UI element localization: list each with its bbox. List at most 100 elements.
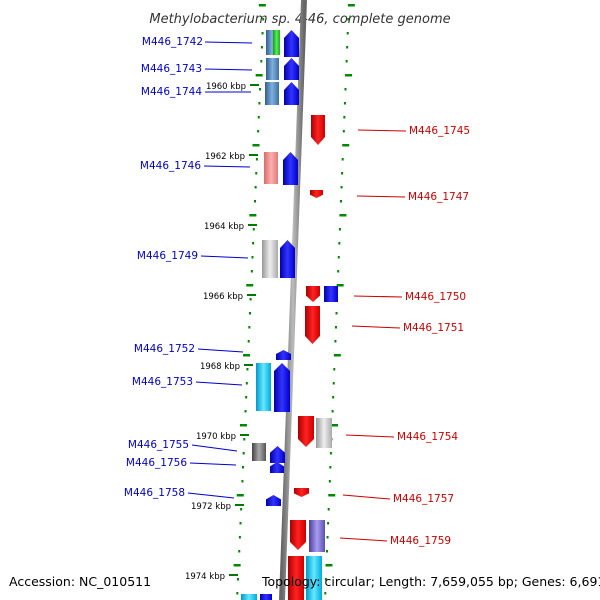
gene-box-dark <box>252 443 266 461</box>
track-dot <box>342 144 350 147</box>
leader-line <box>195 381 243 386</box>
accession-text: Accession: NC_010511 <box>9 574 151 589</box>
track-dot <box>246 284 254 287</box>
gene-label-M446_1742[interactable]: M446_1742 <box>142 36 203 48</box>
gene-label-M446_1749[interactable]: M446_1749 <box>137 250 198 262</box>
track-dot <box>258 4 266 7</box>
gene-box-gray <box>316 418 332 448</box>
leader-line <box>353 295 403 298</box>
track-dot <box>255 74 263 77</box>
track-dot <box>257 130 260 133</box>
forward-gene-labels: M446_1742 M446_1743 M446_1744 M446_1746 … <box>124 36 203 499</box>
gene-box-pink <box>264 152 278 184</box>
track-dot <box>336 284 344 287</box>
gene-label-M446_1750[interactable]: M446_1750 <box>405 291 466 303</box>
track-dot <box>255 172 258 175</box>
track-dot <box>247 340 250 343</box>
track-dot <box>259 88 262 91</box>
track-dot <box>331 424 339 427</box>
track-dot <box>243 354 251 357</box>
gene-label-M446_1759[interactable]: M446_1759 <box>390 535 451 547</box>
gene-label-M446_1745[interactable]: M446_1745 <box>409 125 470 137</box>
track-dot <box>240 508 243 511</box>
gene-arrow-M446_1755 <box>270 446 285 463</box>
track-dot <box>334 326 337 329</box>
gene-arrow-M446_1751 <box>305 306 320 344</box>
leader-line <box>351 325 401 329</box>
track-dot <box>239 522 242 525</box>
kbp-label-1966: 1966 kbp <box>203 292 243 302</box>
gene-label-M446_1757[interactable]: M446_1757 <box>393 493 454 505</box>
track-dot <box>238 536 241 539</box>
track-dot <box>245 396 248 399</box>
gene-arrow-M446_1745 <box>311 115 325 145</box>
gene-arrow-M446_1742 <box>284 30 299 57</box>
gene-arrow-M446_1759 <box>290 520 306 550</box>
track-dot <box>252 228 255 231</box>
track-dot <box>339 214 347 217</box>
gene-label-M446_1747[interactable]: M446_1747 <box>408 191 469 203</box>
gene-label-M446_1746[interactable]: M446_1746 <box>140 160 201 172</box>
genome-title: Methylobacterium sp. 4-46, complete geno… <box>149 12 450 27</box>
track-dot <box>333 354 341 357</box>
gene-arrow-M446_1746 <box>283 152 298 185</box>
track-dot <box>260 60 263 63</box>
gene-box-cyan <box>306 556 322 600</box>
leader-line <box>187 492 235 499</box>
gene-label-M446_1753[interactable]: M446_1753 <box>132 376 193 388</box>
track-dot <box>333 368 336 371</box>
track-dot <box>340 200 342 203</box>
track-dot <box>239 424 247 427</box>
leader-line <box>345 434 395 438</box>
track-dot <box>345 74 353 77</box>
track-dot <box>335 312 338 315</box>
kbp-label-1968: 1968 kbp <box>200 362 240 372</box>
track-dot <box>331 410 334 413</box>
leader-line <box>204 41 253 44</box>
gene-box-steel <box>266 58 279 80</box>
gene-label-M446_1751[interactable]: M446_1751 <box>403 322 464 334</box>
gene-label-M446_1755[interactable]: M446_1755 <box>128 439 189 451</box>
track-dot <box>236 494 244 497</box>
track-dot <box>347 4 355 7</box>
leader-line <box>356 195 406 198</box>
gene-label-M446_1743[interactable]: M446_1743 <box>141 63 202 75</box>
gene-label-M446_1752[interactable]: M446_1752 <box>134 343 195 355</box>
label-leader-lines <box>187 41 407 542</box>
track-dot <box>332 382 335 385</box>
kbp-label-1960: 1960 kbp <box>206 82 246 92</box>
track-dot <box>345 60 348 63</box>
track-dot <box>329 452 332 455</box>
leader-line <box>189 462 237 466</box>
gene-label-M446_1744[interactable]: M446_1744 <box>141 86 202 98</box>
track-dot <box>252 144 260 147</box>
track-dot <box>341 172 344 175</box>
gene-box-purple <box>309 520 325 552</box>
gene-box-steel <box>265 82 279 105</box>
track-dot <box>340 186 343 189</box>
gene-box-cyan <box>256 363 271 411</box>
leader-line <box>200 255 249 259</box>
track-dot <box>338 228 341 231</box>
track-dot <box>260 46 263 49</box>
gene-arrow-M446_1758 <box>266 495 281 506</box>
gene-box-green <box>273 30 280 55</box>
track-dot <box>346 46 349 49</box>
track-dot <box>250 270 253 273</box>
kbp-ticks: 1960 kbp 1962 kbp 1964 kbp 1966 kbp 1968… <box>185 82 259 582</box>
track-dot <box>233 564 241 567</box>
gene-label-M446_1756[interactable]: M446_1756 <box>126 457 187 469</box>
track-dot <box>337 256 340 259</box>
gene-arrow-M446_1747 <box>310 190 323 198</box>
gene-label-M446_1758[interactable]: M446_1758 <box>124 487 185 499</box>
track-dot <box>246 368 249 371</box>
track-dot <box>343 116 346 119</box>
track-dot <box>326 536 329 539</box>
track-dot <box>346 32 349 35</box>
track-dot <box>249 214 257 217</box>
track-dot <box>328 480 331 483</box>
gene-box-red <box>288 556 304 600</box>
track-dot <box>251 256 254 259</box>
gene-label-M446_1754[interactable]: M446_1754 <box>397 431 458 443</box>
